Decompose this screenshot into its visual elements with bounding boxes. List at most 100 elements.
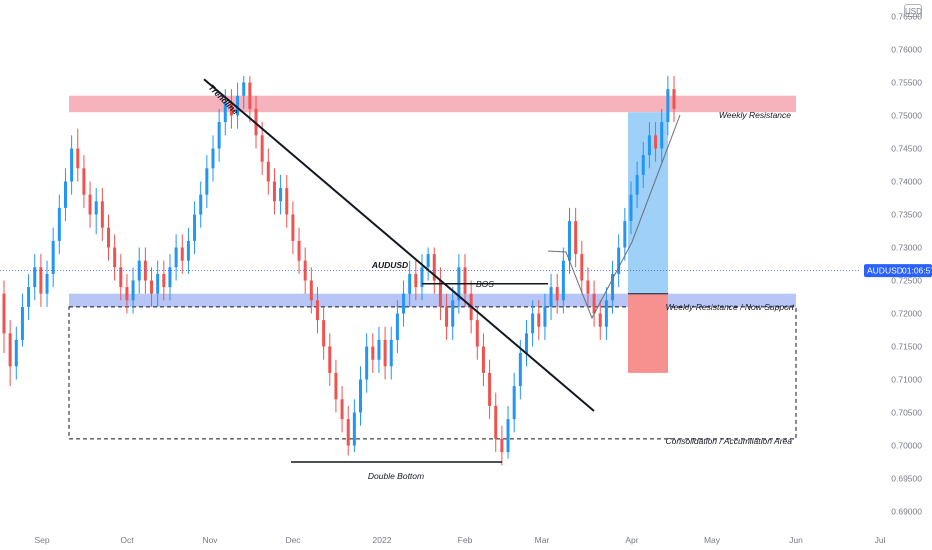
candle: [70, 135, 74, 195]
candle: [414, 260, 418, 301]
y-tick-label: 0.72000: [891, 309, 922, 319]
candle: [629, 181, 633, 235]
trendline: [203, 78, 595, 412]
projection-path: [547, 114, 681, 320]
stop-zone: [628, 293, 668, 373]
candle-body: [672, 89, 676, 109]
y-tick-label: 0.74500: [891, 144, 922, 154]
candle-body: [420, 267, 424, 288]
candle-body: [524, 333, 528, 354]
candle-body: [217, 122, 221, 149]
candle-body: [14, 339, 18, 367]
candle-body: [549, 287, 553, 307]
candle-body: [641, 155, 645, 175]
candle: [598, 300, 602, 340]
candle: [20, 293, 24, 347]
candle-body: [143, 260, 147, 281]
y-tick-label: 0.71000: [891, 375, 922, 385]
candle: [156, 260, 160, 307]
candle-body: [2, 293, 6, 334]
price-tag-countdown: 01:06:57: [902, 266, 932, 276]
candle: [82, 155, 86, 208]
candle: [371, 333, 375, 373]
candle-body: [20, 306, 24, 340]
candle-body: [242, 82, 246, 96]
candle-body: [186, 240, 190, 261]
candle-body: [45, 273, 49, 294]
candle-body: [408, 273, 412, 294]
candle: [76, 128, 80, 182]
candle-body: [94, 201, 98, 215]
y-tick-label: 0.74000: [891, 177, 922, 187]
candle: [395, 300, 399, 354]
candle: [180, 234, 184, 274]
x-tick-label: Mar: [535, 535, 550, 545]
y-tick-label: 0.69000: [891, 507, 922, 517]
candle: [641, 141, 645, 189]
candle: [574, 207, 578, 268]
y-tick-label: 0.75500: [891, 78, 922, 88]
candle: [488, 359, 492, 420]
weekly-support-zone: [69, 293, 796, 307]
candle: [611, 260, 615, 314]
candle: [186, 227, 190, 274]
candle-body: [322, 320, 326, 347]
candle: [211, 135, 215, 182]
candle: [586, 267, 590, 307]
currency-badge[interactable]: USD: [904, 4, 922, 17]
candle: [150, 267, 154, 307]
candle-body: [445, 306, 449, 327]
candle: [162, 260, 166, 301]
candle-body: [414, 273, 418, 288]
candle: [131, 267, 135, 314]
weekly-resistance-label: Weekly Resistance: [719, 110, 791, 120]
consolidation-label: Consolidation / Accumilation Area: [666, 436, 793, 446]
candle: [635, 161, 639, 208]
candle: [51, 227, 55, 288]
candle-body: [451, 300, 455, 327]
candle-body: [266, 161, 270, 182]
candle: [236, 82, 240, 129]
candle: [254, 95, 258, 149]
candle: [604, 287, 608, 340]
candle-body: [629, 194, 633, 222]
candle: [561, 247, 565, 314]
candle: [334, 359, 338, 413]
candle-body: [260, 135, 264, 162]
candle-body: [617, 247, 621, 274]
y-tick-label: 0.72500: [891, 276, 922, 286]
price-axis[interactable]: 0.76500 0.76000 0.75500 0.75000 0.74500 0.740…: [891, 12, 922, 517]
candle-body: [500, 438, 504, 453]
candle: [451, 287, 455, 340]
candle: [100, 188, 104, 241]
candle: [94, 188, 98, 235]
candle: [420, 254, 424, 301]
candle-body: [236, 95, 240, 116]
candle: [2, 280, 6, 354]
candle-body: [39, 267, 43, 294]
candle-body: [199, 194, 203, 215]
candle: [512, 372, 516, 433]
candle-body: [543, 306, 547, 327]
candle-body: [303, 260, 307, 281]
candle-body: [193, 214, 197, 241]
candle: [297, 227, 301, 274]
candle: [568, 207, 572, 274]
candle: [660, 108, 664, 162]
candle: [328, 333, 332, 387]
candle-body: [162, 273, 166, 288]
candle-body: [518, 353, 522, 387]
y-tick-label: 0.76000: [891, 45, 922, 55]
candle-body: [76, 148, 80, 169]
candle: [524, 320, 528, 367]
candle-body: [33, 267, 37, 288]
candle: [137, 247, 141, 294]
candle: [125, 273, 129, 314]
candle-body: [635, 174, 639, 195]
candle: [57, 194, 61, 255]
candle: [45, 260, 49, 307]
time-axis[interactable]: Sep Oct Nov Dec 2022 Feb Mar Apr May Jun Jul: [34, 535, 885, 545]
candle-body: [57, 207, 61, 241]
y-tick-label: 0.75000: [891, 111, 922, 121]
